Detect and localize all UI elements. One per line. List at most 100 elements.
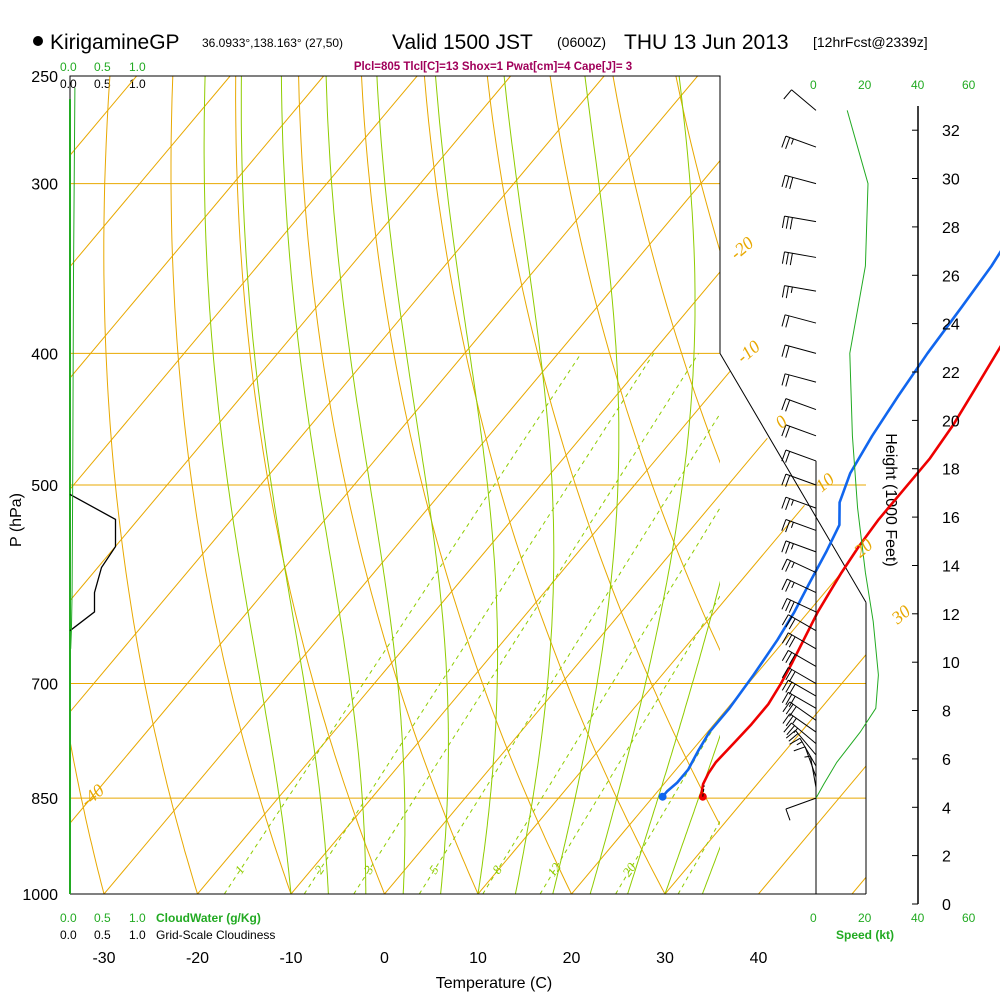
temperature-profile-line	[700, 345, 1000, 798]
wind-barb-flag	[788, 683, 796, 695]
wind-barb	[781, 597, 817, 613]
temperature-tick-label: 10	[469, 950, 487, 967]
wind-barb-half	[792, 718, 797, 724]
wind-barb-flag	[786, 725, 795, 736]
wind-barb-flag	[788, 654, 796, 666]
wind-barb-flag	[781, 344, 786, 357]
pressure-tick-label: 300	[31, 177, 58, 194]
wind-barb-flag	[781, 667, 789, 679]
height-tick-label: 16	[942, 510, 960, 527]
wind-scale-tick: 40	[911, 911, 925, 925]
cloudiness-tick: 1.0	[129, 77, 146, 91]
wind-barb	[781, 174, 817, 190]
temperature-tick-label: -30	[92, 950, 115, 967]
moist-adiabat-line	[240, 76, 329, 894]
mixing-ratio-line	[482, 507, 720, 894]
wind-barb	[785, 797, 817, 821]
wind-barb-flag	[785, 345, 790, 358]
speed-label: Speed (kt)	[836, 928, 894, 942]
wind-barb-flag	[785, 451, 791, 463]
wind-barb-staff	[786, 558, 817, 574]
wind-barb	[781, 251, 817, 266]
dry-adiabat-line	[170, 76, 292, 894]
cloudwater-label: CloudWater (g/Kg)	[156, 911, 261, 925]
cloud-scale-bottom: 0.0 0.5 1.0 CloudWater (g/Kg) 0.0 0.5 1.…	[60, 911, 275, 942]
height-tick-label: 26	[942, 268, 960, 285]
wind-barb-flag	[788, 696, 796, 707]
wind-barb-flag	[781, 519, 787, 531]
moist-adiabat-line	[664, 734, 720, 894]
wind-barb-staff	[784, 174, 817, 185]
moist-adiabat-line	[280, 76, 367, 894]
pressure-tick-label: 700	[31, 677, 58, 694]
wind-scale-tick: 60	[962, 911, 976, 925]
stability-indices: Plcl=805 Tlcl[C]=13 Shox=1 Pwat[cm]=4 Ca…	[354, 61, 632, 73]
wind-barb-staff	[784, 251, 817, 258]
wind-barb-flag	[789, 253, 793, 266]
wind-barb-flag	[785, 808, 791, 821]
wind-barb-half	[790, 286, 793, 293]
wind-barb-flag	[788, 733, 799, 742]
mixing-ratio-label: 1	[232, 863, 248, 877]
isobar-lines	[70, 75, 866, 895]
wind-barb-staff	[791, 722, 817, 744]
wind-barb-half	[790, 543, 794, 550]
x-axis-title: Temperature (C)	[436, 975, 552, 992]
wind-barb	[781, 540, 817, 554]
wind-barb-half	[790, 522, 794, 528]
frame-diagonal	[719, 353, 867, 603]
wind-barb-staff	[785, 496, 817, 509]
wind-barb-flag	[781, 175, 786, 188]
forecast-label: [12hrFcst@2339z]	[813, 34, 928, 50]
chart-header: KirigamineGP 36.0933°,138.163° (27,50) V…	[33, 31, 928, 73]
wind-barb-flag	[785, 426, 791, 438]
isotherm-line	[70, 76, 699, 894]
wind-barb	[781, 496, 817, 510]
wind-barb	[781, 285, 817, 299]
wind-barb-flag	[785, 315, 790, 328]
cloudiness-tick: 0.5	[94, 77, 111, 91]
wind-barb-flag	[781, 449, 787, 462]
wind-barb	[781, 614, 817, 632]
wind-barb-flag	[782, 713, 791, 724]
cloudiness-profile	[69, 493, 117, 632]
wind-barb	[782, 701, 817, 721]
cloudwater-tick: 1.0	[129, 911, 146, 925]
wind-barb-staff	[788, 691, 817, 709]
wind-scale-top: 0 20 40 60	[810, 78, 976, 92]
cloudwater-tick: 0.0	[60, 60, 77, 74]
wind-barb-flag	[781, 373, 786, 386]
height-tick-label: 10	[942, 655, 960, 672]
sounding-profiles	[658, 250, 1000, 801]
dry-adiabat-line	[103, 76, 198, 894]
height-tick-label: 6	[942, 752, 951, 769]
mixing-ratio-label: 3	[360, 862, 377, 877]
wind-barb-staff	[785, 135, 817, 148]
height-tick-label: 0	[942, 897, 951, 914]
wind-barb-flag	[783, 722, 792, 733]
wind-scale-tick: 60	[962, 78, 976, 92]
wind-barb-staff	[804, 746, 817, 778]
wind-barb-flag	[785, 542, 791, 554]
wind-barb	[781, 424, 817, 438]
wind-barb	[781, 558, 817, 574]
wind-barb-flag	[785, 580, 792, 592]
wind-scale-tick: 20	[858, 78, 872, 92]
height-tick-label: 18	[942, 462, 960, 479]
temperature-tick-label: 30	[656, 950, 674, 967]
moist-adiabat-line	[627, 580, 720, 894]
moist-adiabat-line	[589, 76, 696, 894]
wind-barb-flag	[788, 601, 795, 613]
wind-barb-staff	[784, 373, 817, 383]
height-tick-label: 4	[942, 800, 951, 817]
wind-barb-flag	[785, 137, 791, 149]
wind-barb-flag	[781, 424, 787, 437]
wind-barb-flag	[785, 286, 789, 299]
temperature-tick-label: -20	[186, 950, 209, 967]
wind-barb-staff	[786, 578, 817, 594]
cloud-profiles	[69, 87, 117, 649]
wind-barb-staff	[784, 314, 817, 324]
wind-barb-flag	[789, 177, 794, 190]
isotherm-label: 20	[850, 534, 877, 561]
dry-adiabat-line	[486, 76, 720, 826]
